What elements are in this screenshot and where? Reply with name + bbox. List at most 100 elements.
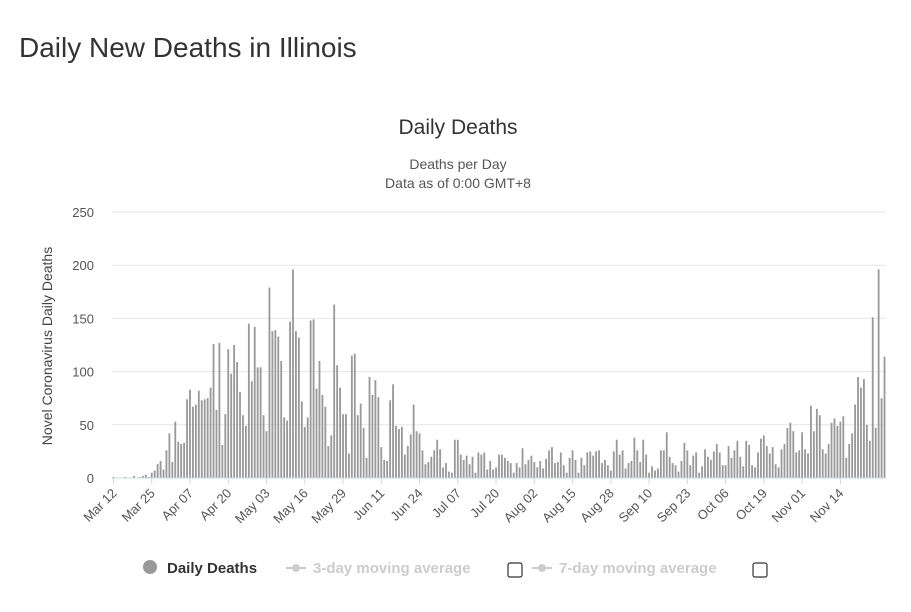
bar[interactable]	[395, 425, 397, 478]
bar[interactable]	[683, 442, 686, 478]
bar[interactable]	[356, 415, 359, 478]
bar[interactable]	[418, 433, 421, 478]
bar[interactable]	[345, 414, 347, 478]
bar[interactable]	[848, 443, 851, 478]
bar[interactable]	[339, 387, 341, 478]
bar[interactable]	[642, 439, 645, 478]
bar[interactable]	[221, 445, 224, 478]
bar[interactable]	[871, 317, 874, 478]
bar[interactable]	[230, 373, 233, 478]
bar[interactable]	[712, 451, 715, 478]
bar[interactable]	[786, 427, 789, 478]
bar[interactable]	[306, 417, 309, 478]
bar[interactable]	[551, 447, 553, 478]
bar[interactable]	[398, 429, 400, 478]
bar[interactable]	[627, 463, 630, 478]
bar[interactable]	[877, 269, 880, 478]
bar[interactable]	[462, 459, 465, 478]
bar[interactable]	[224, 414, 227, 478]
bar[interactable]	[583, 465, 586, 478]
bar[interactable]	[760, 438, 762, 478]
bar[interactable]	[165, 450, 168, 478]
bar[interactable]	[377, 397, 380, 478]
bar[interactable]	[751, 465, 753, 478]
bar[interactable]	[874, 427, 877, 478]
bar[interactable]	[601, 463, 603, 478]
bar[interactable]	[568, 457, 571, 478]
bar[interactable]	[748, 445, 751, 478]
bar[interactable]	[406, 446, 409, 478]
bar[interactable]	[471, 456, 474, 478]
bar[interactable]	[483, 452, 486, 478]
bar[interactable]	[465, 455, 468, 478]
bar[interactable]	[318, 360, 321, 478]
bar[interactable]	[300, 401, 303, 478]
bar[interactable]	[636, 450, 639, 478]
bar[interactable]	[815, 408, 818, 478]
bar[interactable]	[577, 472, 580, 478]
bar[interactable]	[645, 454, 648, 478]
bar[interactable]	[854, 404, 857, 478]
bar[interactable]	[659, 450, 662, 478]
bar[interactable]	[651, 466, 653, 478]
bar[interactable]	[424, 464, 427, 478]
bar[interactable]	[439, 449, 442, 478]
bar[interactable]	[595, 451, 598, 478]
bar[interactable]	[474, 472, 477, 478]
bar[interactable]	[315, 388, 318, 478]
bar[interactable]	[571, 450, 574, 478]
bar[interactable]	[545, 458, 547, 478]
bar[interactable]	[824, 453, 827, 478]
bar[interactable]	[250, 381, 253, 478]
bar[interactable]	[721, 465, 724, 478]
bar[interactable]	[727, 446, 730, 478]
bar[interactable]	[530, 455, 533, 478]
bar[interactable]	[536, 467, 539, 478]
bar[interactable]	[321, 395, 324, 478]
bar[interactable]	[253, 326, 256, 478]
bar[interactable]	[718, 452, 721, 478]
bar[interactable]	[704, 449, 706, 478]
bar[interactable]	[280, 360, 283, 478]
bar[interactable]	[798, 450, 801, 478]
bar[interactable]	[742, 466, 745, 478]
bar[interactable]	[689, 465, 692, 478]
bar[interactable]	[421, 450, 424, 478]
bar[interactable]	[615, 439, 618, 478]
bar[interactable]	[724, 465, 727, 478]
bar[interactable]	[548, 450, 550, 478]
bar[interactable]	[348, 453, 350, 478]
bar[interactable]	[863, 379, 865, 478]
bar[interactable]	[256, 367, 259, 478]
bar[interactable]	[442, 467, 444, 478]
bar[interactable]	[468, 464, 471, 478]
bar[interactable]	[209, 387, 212, 478]
bar[interactable]	[501, 454, 503, 478]
bar[interactable]	[768, 453, 771, 478]
bar[interactable]	[380, 447, 383, 478]
bar[interactable]	[633, 437, 636, 478]
bar[interactable]	[592, 455, 595, 478]
bar[interactable]	[141, 475, 144, 478]
bar[interactable]	[765, 446, 768, 478]
bar[interactable]	[330, 435, 333, 478]
bar[interactable]	[754, 467, 756, 478]
bar[interactable]	[200, 400, 203, 478]
bar[interactable]	[654, 470, 656, 478]
bar[interactable]	[147, 476, 150, 478]
bar[interactable]	[295, 331, 297, 478]
bar[interactable]	[604, 459, 606, 478]
bar[interactable]	[612, 451, 615, 478]
bar[interactable]	[598, 450, 600, 478]
bar[interactable]	[521, 448, 524, 478]
bar[interactable]	[730, 457, 733, 478]
bar[interactable]	[624, 468, 627, 478]
bar[interactable]	[542, 468, 545, 478]
bar[interactable]	[774, 464, 777, 478]
bar[interactable]	[771, 447, 774, 478]
bar[interactable]	[459, 454, 462, 478]
bar[interactable]	[174, 421, 177, 478]
bar[interactable]	[821, 449, 824, 478]
bar[interactable]	[368, 376, 371, 478]
bar[interactable]	[168, 433, 171, 478]
